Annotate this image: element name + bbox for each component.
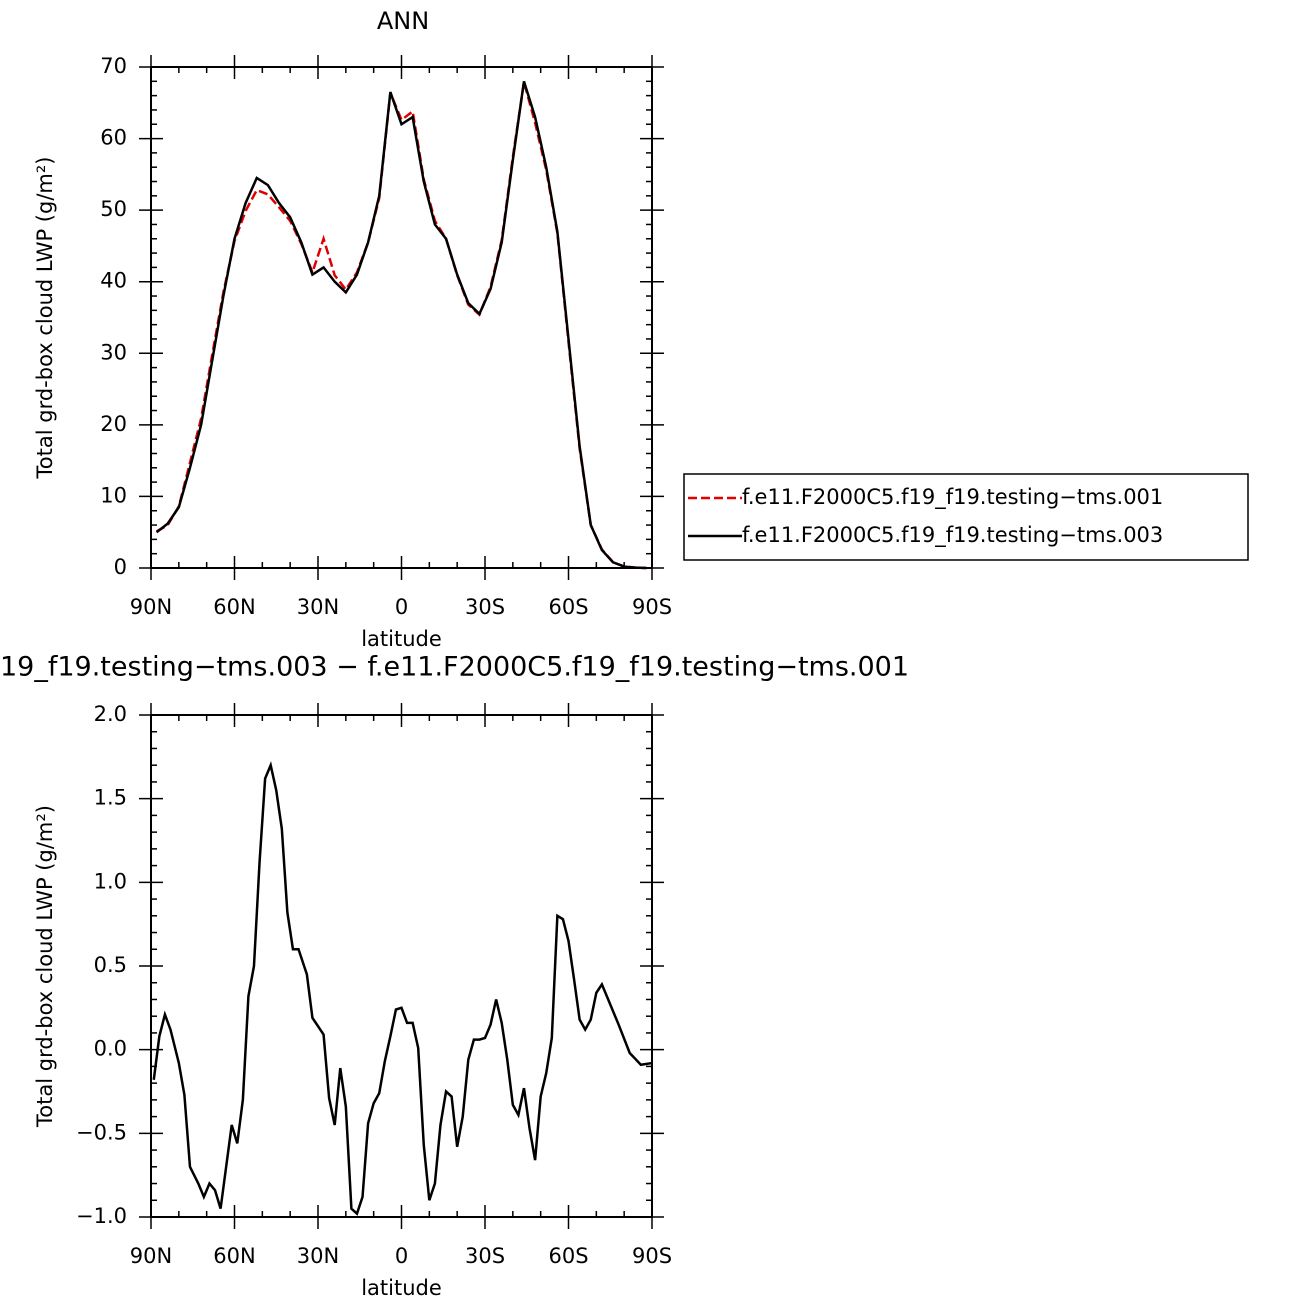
y-tick-label: 50 <box>100 197 127 221</box>
x-tick-label: 60N <box>213 595 255 619</box>
x-axis-label: latitude <box>361 1276 442 1300</box>
y-tick-label: 0 <box>114 555 127 579</box>
x-tick-label: 90N <box>130 595 172 619</box>
x-tick-label: 30N <box>297 1244 339 1268</box>
x-tick-label: 90S <box>632 1244 672 1268</box>
x-tick-label: 60S <box>548 595 588 619</box>
y-tick-label: 1.0 <box>94 869 127 893</box>
y-axis-label: Total grd-box cloud LWP (g/m²) <box>33 157 57 480</box>
x-tick-label: 60S <box>548 1244 588 1268</box>
y-tick-label: 0.5 <box>94 953 127 977</box>
y-tick-label: 70 <box>100 54 127 78</box>
y-tick-label: 0.0 <box>94 1037 127 1061</box>
x-tick-label: 0 <box>395 595 408 619</box>
x-tick-label: 90N <box>130 1244 172 1268</box>
legend-label: f.e11.F2000C5.f19_f19.testing−tms.003 <box>742 523 1163 548</box>
y-tick-label: 40 <box>100 269 127 293</box>
chart-title: 19_f19.testing−tms.003 − f.e11.F2000C5.f… <box>0 652 909 683</box>
legend-label: f.e11.F2000C5.f19_f19.testing−tms.001 <box>742 485 1163 510</box>
data-line <box>155 80 647 570</box>
chart-title: ANN <box>377 7 429 35</box>
legend-box <box>683 473 1249 561</box>
y-tick-label: −0.5 <box>76 1120 127 1144</box>
y-tick-label: −1.0 <box>76 1204 127 1228</box>
y-axis-label: Total grd-box cloud LWP (g/m²) <box>33 805 57 1128</box>
y-tick-label: 2.0 <box>94 702 127 726</box>
y-tick-label: 20 <box>100 412 127 436</box>
x-tick-label: 0 <box>395 1244 408 1268</box>
y-tick-label: 10 <box>100 483 127 507</box>
plot-frame <box>150 714 653 1218</box>
x-tick-label: 30N <box>297 595 339 619</box>
x-axis-label: latitude <box>361 627 442 651</box>
x-tick-label: 30S <box>465 1244 505 1268</box>
data-line <box>155 81 647 570</box>
x-tick-label: 30S <box>465 595 505 619</box>
x-tick-label: 90S <box>632 595 672 619</box>
x-tick-label: 60N <box>213 1244 255 1268</box>
y-tick-label: 30 <box>100 340 127 364</box>
plot-frame <box>150 66 653 569</box>
data-line <box>152 761 653 1216</box>
y-tick-label: 1.5 <box>94 786 127 810</box>
y-tick-label: 60 <box>100 126 127 150</box>
